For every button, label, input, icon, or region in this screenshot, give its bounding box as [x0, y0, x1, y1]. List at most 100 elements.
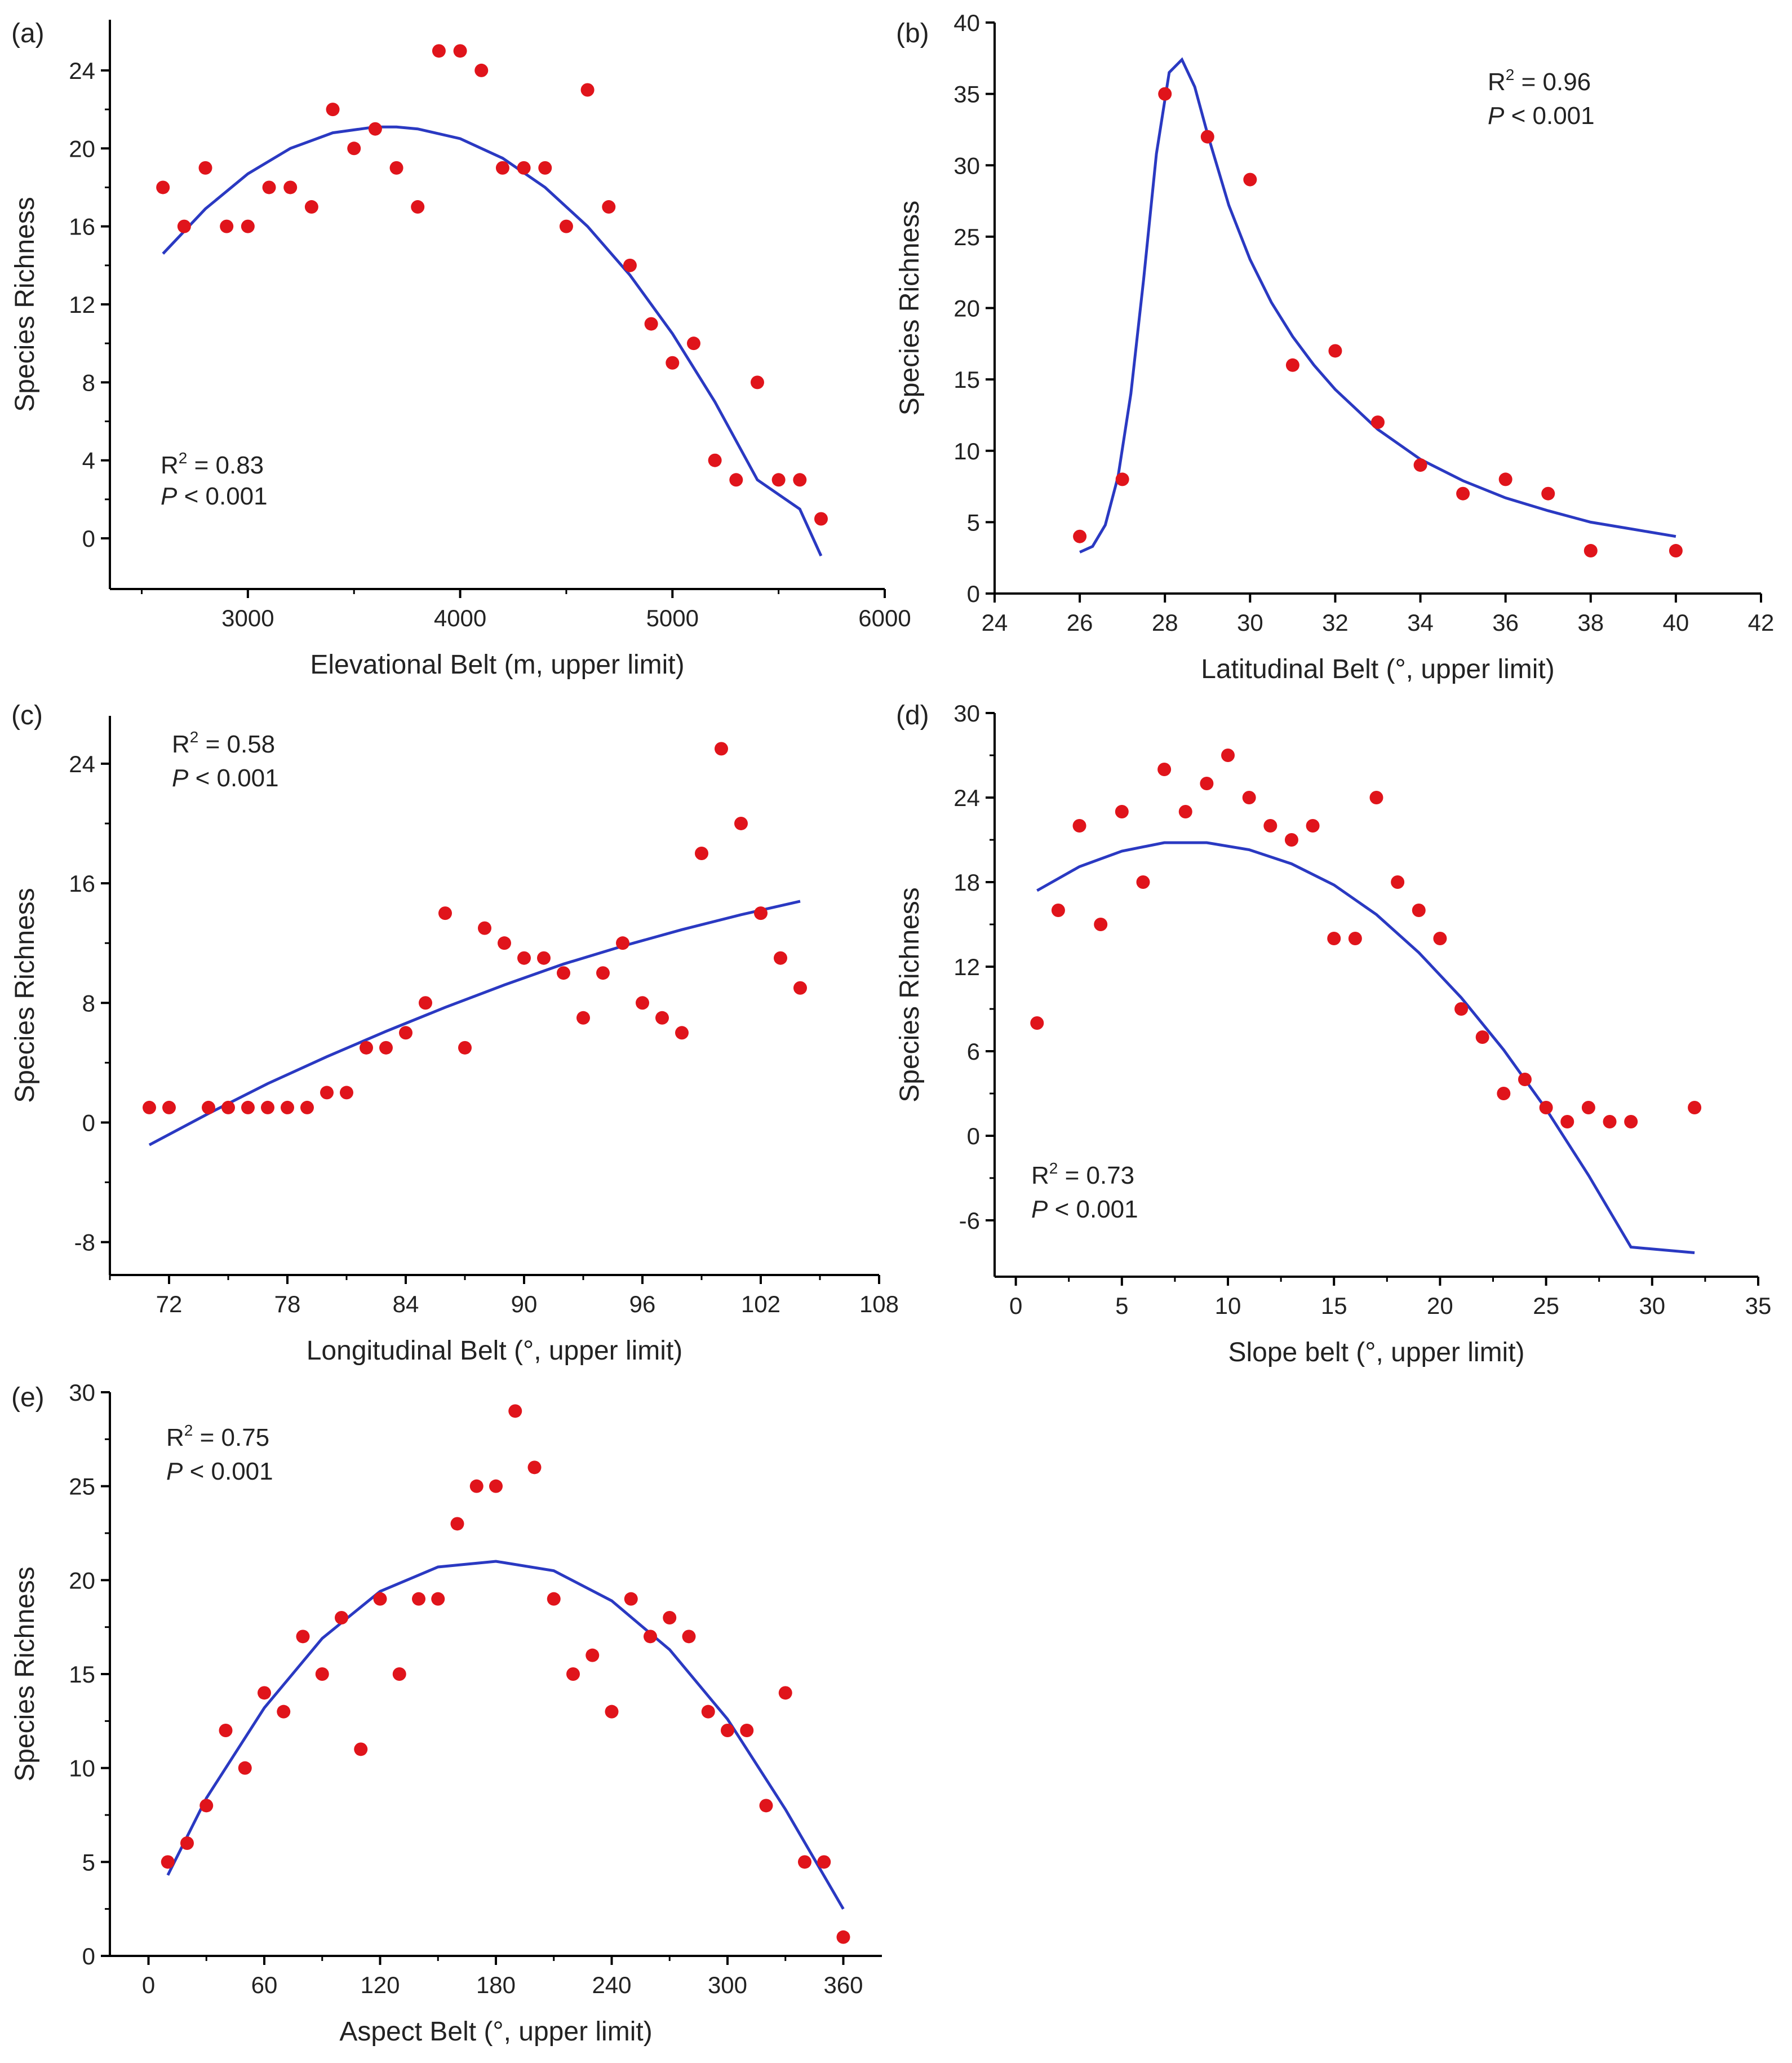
y-tick-label-e: 15: [69, 1661, 95, 1688]
data-point-a: [411, 200, 425, 214]
data-point-a: [623, 258, 637, 272]
data-point-d: [1094, 918, 1108, 931]
data-point-a: [666, 356, 680, 370]
y-axis-title-a: Species Richness: [10, 197, 40, 412]
x-tick-label-e: 300: [708, 1972, 747, 1998]
data-point-a: [304, 200, 318, 214]
data-point-a: [814, 512, 828, 526]
p-value-label-a: P < 0.001: [161, 482, 268, 510]
data-point-c: [537, 951, 551, 965]
data-point-a: [198, 161, 212, 175]
data-point-d: [1497, 1087, 1511, 1100]
data-point-c: [300, 1100, 314, 1114]
data-point-e: [296, 1630, 310, 1644]
data-point-d: [1369, 791, 1383, 804]
data-point-c: [734, 816, 748, 830]
data-point-c: [320, 1086, 334, 1100]
data-point-e: [605, 1705, 619, 1719]
y-tick-label-d: -6: [959, 1207, 980, 1234]
y-tick-label-a: 4: [82, 448, 95, 474]
x-tick-label-d: 0: [1009, 1292, 1022, 1319]
data-point-a: [686, 337, 700, 351]
data-point-c: [340, 1086, 353, 1100]
y-tick-label-e: 20: [69, 1567, 95, 1593]
y-tick-label-b: 40: [953, 10, 980, 36]
data-point-e: [547, 1592, 561, 1606]
data-point-e: [527, 1460, 542, 1475]
data-point-d: [1136, 875, 1150, 889]
data-point-b: [1456, 486, 1470, 501]
y-tick-label-c: 24: [69, 751, 95, 777]
data-point-e: [450, 1517, 464, 1531]
data-point-e: [721, 1724, 734, 1737]
y-tick-label-a: 0: [82, 525, 95, 552]
x-tick-label-c: 78: [274, 1291, 301, 1317]
fit-curve-b: [1079, 57, 1676, 554]
data-point-d: [1221, 749, 1235, 762]
p-value-label-b: P < 0.001: [1488, 102, 1595, 130]
y-axis-title-b: Species Richness: [895, 201, 925, 416]
data-point-a: [644, 317, 658, 331]
data-point-c: [675, 1026, 689, 1040]
data-point-c: [557, 966, 570, 980]
data-point-e: [740, 1724, 754, 1737]
x-axis-title-b: Latitudinal Belt (°, upper limit): [1201, 654, 1554, 684]
data-point-c: [379, 1041, 393, 1055]
data-point-c: [793, 981, 807, 995]
r-squared-label-c: R2 = 0.58: [172, 728, 275, 758]
data-point-c: [478, 921, 491, 935]
data-point-a: [347, 141, 361, 156]
data-point-e: [489, 1479, 503, 1493]
x-tick-label-d: 25: [1533, 1292, 1559, 1319]
data-point-d: [1603, 1115, 1617, 1128]
x-tick-label-b: 34: [1407, 609, 1434, 636]
data-point-d: [1284, 833, 1298, 847]
y-tick-label-c: 16: [69, 870, 95, 897]
r-squared-label-d: R2 = 0.73: [1031, 1159, 1134, 1189]
y-axis-title-e: Species Richness: [10, 1566, 40, 1782]
x-tick-label-a: 4000: [434, 605, 486, 631]
data-point-a: [559, 219, 573, 233]
data-point-d: [1072, 819, 1086, 833]
y-tick-label-e: 25: [69, 1473, 95, 1500]
data-point-c: [281, 1100, 294, 1114]
data-point-e: [778, 1686, 792, 1700]
data-point-c: [774, 951, 787, 965]
x-tick-label-b: 30: [1237, 609, 1263, 636]
data-point-e: [180, 1836, 194, 1850]
data-point-c: [498, 936, 511, 950]
x-tick-label-a: 3000: [221, 605, 274, 631]
data-point-c: [438, 906, 452, 920]
data-point-d: [1327, 932, 1341, 945]
data-point-a: [708, 453, 722, 467]
p-value-label-c: P < 0.001: [172, 764, 279, 792]
y-tick-label-a: 12: [69, 291, 95, 318]
y-tick-label-e: 30: [69, 1379, 95, 1406]
data-point-a: [771, 473, 786, 487]
data-point-e: [798, 1855, 811, 1869]
data-point-a: [241, 219, 255, 233]
data-point-e: [335, 1611, 348, 1624]
x-axis-title-d: Slope belt (°, upper limit): [1228, 1338, 1524, 1367]
data-point-a: [750, 375, 764, 389]
data-point-e: [277, 1705, 291, 1719]
data-point-a: [495, 161, 509, 175]
data-point-c: [221, 1100, 235, 1114]
y-tick-label-a: 8: [82, 369, 95, 396]
p-value-label-d: P < 0.001: [1031, 1196, 1138, 1223]
data-point-e: [508, 1404, 522, 1418]
x-tick-label-e: 0: [142, 1972, 155, 1998]
x-tick-label-c: 108: [859, 1291, 899, 1317]
y-tick-label-b: 35: [953, 81, 980, 108]
data-point-c: [655, 1011, 669, 1025]
x-tick-label-c: 84: [393, 1291, 419, 1317]
data-point-c: [202, 1100, 215, 1114]
data-point-e: [431, 1592, 445, 1606]
y-tick-label-b: 15: [953, 366, 980, 393]
data-point-e: [836, 1930, 850, 1944]
data-point-d: [1306, 819, 1320, 833]
data-point-e: [161, 1855, 175, 1869]
y-tick-label-b: 20: [953, 295, 980, 322]
y-tick-label-c: 0: [82, 1109, 95, 1136]
